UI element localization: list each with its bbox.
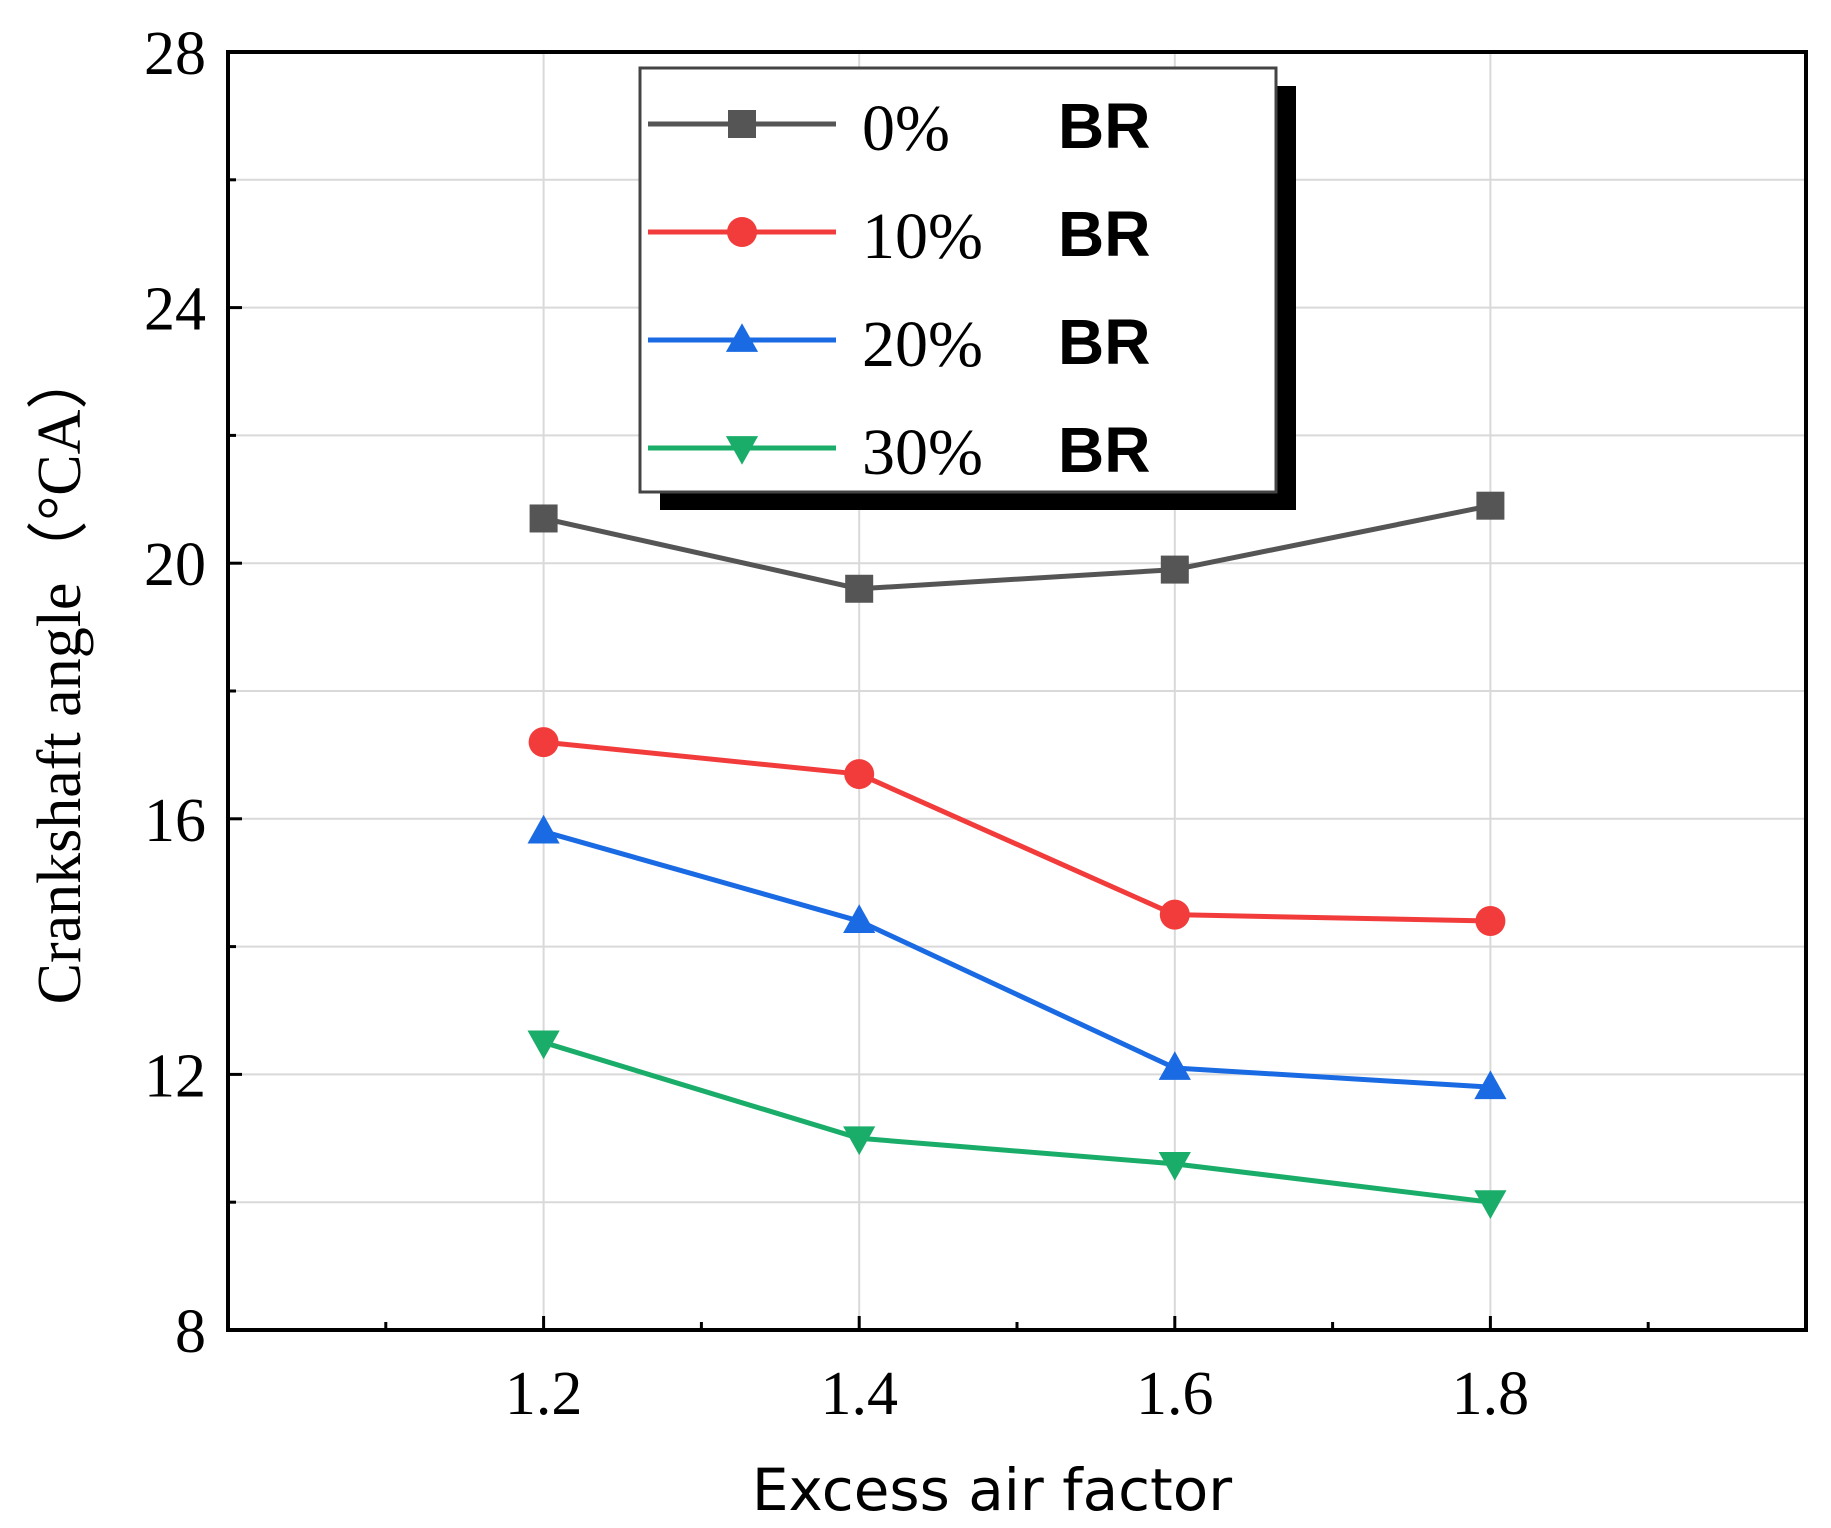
- series-line-1: [543, 739, 1491, 924]
- data-point-0-3: [1476, 491, 1505, 520]
- legend-marker-1: [727, 217, 757, 247]
- data-point-0-0: [529, 504, 558, 533]
- y-tick-label: 28: [144, 20, 206, 88]
- legend-suffix-0: BR: [1058, 90, 1150, 162]
- data-point-2-3: [1474, 1070, 1507, 1100]
- data-point-1-0: [528, 727, 559, 758]
- legend-suffix-3: BR: [1058, 414, 1150, 486]
- series-line-3: [542, 1040, 1491, 1205]
- legend-marker-0: [728, 110, 756, 138]
- data-point-2-1: [843, 904, 876, 933]
- legend-label-3: 30%: [862, 416, 983, 489]
- legend-suffix-1: BR: [1058, 198, 1150, 270]
- series-layer: [527, 491, 1507, 1219]
- y-tick-label: 8: [175, 1298, 206, 1366]
- data-point-3-2: [1158, 1151, 1191, 1181]
- x-tick-label: 1.2: [505, 1360, 583, 1428]
- x-tick-label: 1.8: [1452, 1360, 1530, 1428]
- data-point-0-2: [1160, 555, 1189, 584]
- data-point-3-1: [843, 1126, 876, 1156]
- data-point-2-0: [527, 814, 560, 844]
- legend: 0% BR 10% BR 20% BR 30% BR: [638, 66, 1296, 510]
- data-point-1-1: [844, 759, 875, 790]
- x-tick-label: 1.4: [820, 1360, 898, 1428]
- legend-label-0: 0%: [862, 92, 950, 165]
- y-tick-label: 20: [144, 531, 206, 599]
- x-axis-title: Excess air factor: [752, 1456, 1232, 1524]
- legend-label-1: 10%: [862, 200, 983, 273]
- legend-label-2: 20%: [862, 308, 983, 381]
- y-tick-label: 24: [144, 276, 206, 344]
- legend-marker-3: [725, 436, 759, 465]
- axis-layer: 8 12 16 20 24 28 1.2 1.4 1.6 1.8: [144, 20, 1808, 1428]
- legend-box: [638, 66, 1278, 494]
- series-line-0: [543, 503, 1491, 592]
- x-tick-label: 1.6: [1136, 1360, 1214, 1428]
- data-point-3-0: [527, 1030, 560, 1060]
- data-point-0-1: [845, 574, 874, 603]
- y-tick-label: 16: [144, 787, 206, 855]
- y-axis-title: Crankshaft angle（°CA）: [26, 348, 94, 1005]
- legend-marker-2: [725, 323, 759, 352]
- series-line-2: [542, 829, 1491, 1090]
- data-point-3-3: [1474, 1190, 1507, 1219]
- data-point-1-3: [1475, 906, 1506, 937]
- legend-suffix-2: BR: [1058, 306, 1150, 378]
- data-point-1-2: [1159, 899, 1190, 930]
- y-tick-label: 12: [144, 1042, 206, 1110]
- data-point-2-2: [1158, 1051, 1191, 1080]
